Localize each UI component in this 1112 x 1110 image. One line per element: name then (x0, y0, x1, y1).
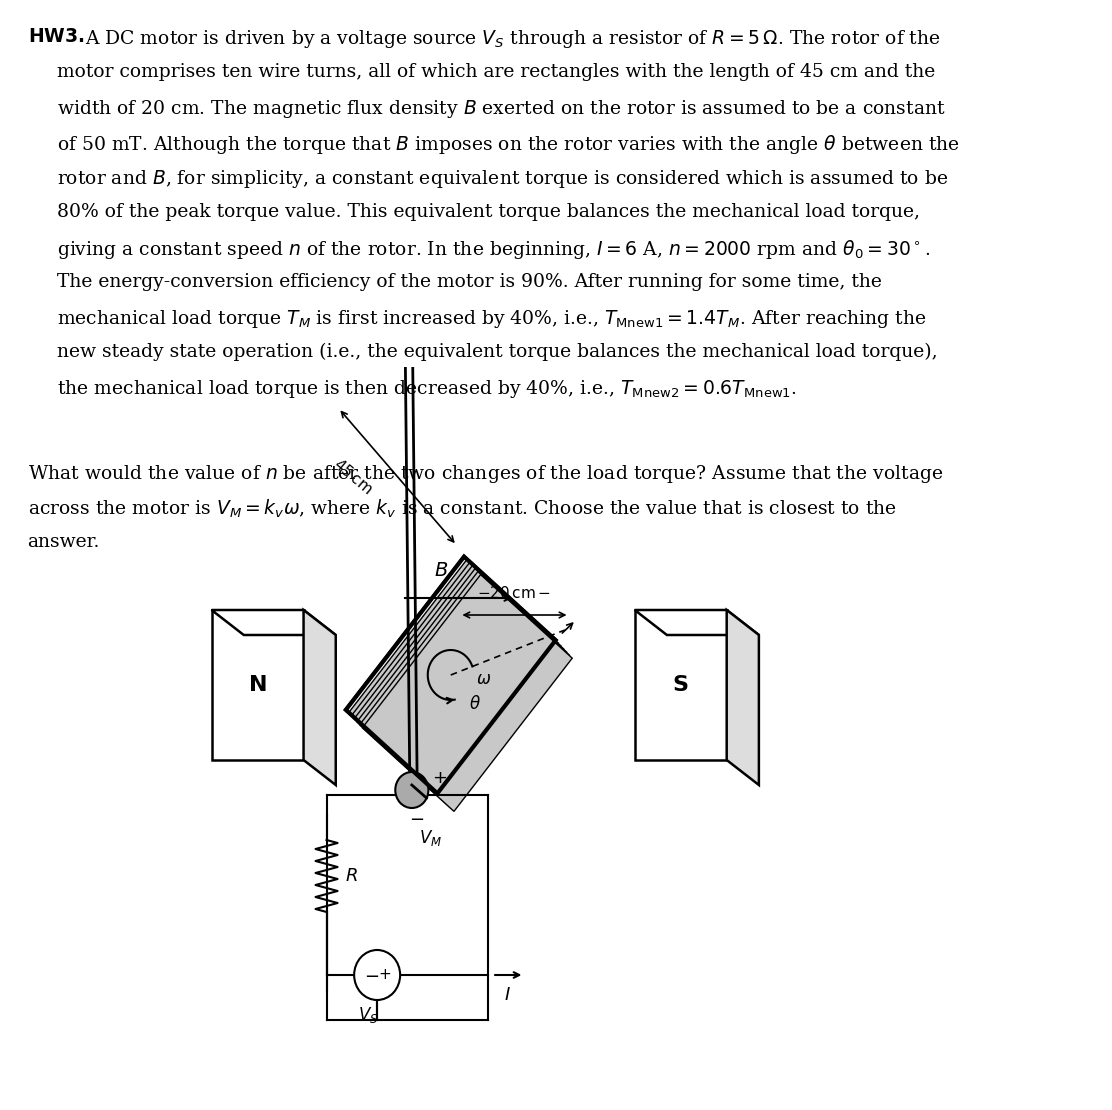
Polygon shape (346, 556, 556, 794)
Text: the mechanical load torque is then decreased by 40%, i.e., $T_\mathrm{Mnew2} = 0: the mechanical load torque is then decre… (57, 379, 797, 400)
Text: rotor and $B$, for simplicity, a constant equivalent torque is considered which : rotor and $B$, for simplicity, a constan… (57, 168, 949, 190)
Polygon shape (348, 559, 558, 796)
Text: $B$: $B$ (435, 562, 448, 581)
Polygon shape (363, 575, 573, 811)
Polygon shape (635, 610, 726, 760)
Text: $R$: $R$ (345, 867, 358, 885)
Text: $I$: $I$ (505, 986, 512, 1005)
Circle shape (395, 771, 428, 808)
Polygon shape (351, 563, 562, 799)
Text: A DC motor is driven by a voltage source $V_S$ through a resistor of $R = 5\,\Om: A DC motor is driven by a voltage source… (85, 28, 941, 50)
Text: giving a constant speed $n$ of the rotor. In the beginning, $I = 6$ A, $n = 2000: giving a constant speed $n$ of the rotor… (57, 238, 931, 261)
Text: $+$: $+$ (378, 968, 391, 982)
Text: 80% of the peak torque value. This equivalent torque balances the mechanical loa: 80% of the peak torque value. This equiv… (57, 203, 920, 221)
Polygon shape (211, 610, 304, 760)
Text: What would the value of $n$ be after the two changes of the load torque? Assume : What would the value of $n$ be after the… (28, 463, 943, 485)
Text: The energy-conversion efficiency of the motor is 90%. After running for some tim: The energy-conversion efficiency of the … (57, 273, 882, 291)
Text: $\mathbf{N}$: $\mathbf{N}$ (248, 674, 267, 696)
Text: $V_M$: $V_M$ (419, 828, 443, 848)
Polygon shape (359, 572, 569, 808)
Text: $-20\,\mathrm{cm}-$: $-20\,\mathrm{cm}-$ (477, 585, 552, 601)
Text: mechanical load torque $T_M$ is first increased by 40%, i.e., $T_\mathrm{Mnew1} : mechanical load torque $T_M$ is first in… (57, 307, 926, 330)
Polygon shape (635, 610, 758, 635)
Text: $\theta$: $\theta$ (469, 695, 481, 713)
Text: motor comprises ten wire turns, all of which are rectangles with the length of 4: motor comprises ten wire turns, all of w… (57, 63, 935, 81)
Text: $45\,\mathrm{cm}$: $45\,\mathrm{cm}$ (330, 456, 376, 497)
Text: $-$: $-$ (409, 809, 424, 827)
Text: $\bf{HW3.}$: $\bf{HW3.}$ (28, 28, 85, 46)
Circle shape (354, 950, 400, 1000)
Text: $+$: $+$ (431, 769, 447, 787)
Text: new steady state operation (i.e., the equivalent torque balances the mechanical : new steady state operation (i.e., the eq… (57, 343, 937, 361)
Text: width of 20 cm. The magnetic flux density $B$ exerted on the rotor is assumed to: width of 20 cm. The magnetic flux densit… (57, 98, 945, 120)
Text: across the motor is $V_M = k_v\omega$, where $k_v$ is a constant. Choose the val: across the motor is $V_M = k_v\omega$, w… (28, 498, 896, 521)
Polygon shape (211, 610, 336, 635)
Text: $-$: $-$ (364, 966, 379, 983)
Text: of 50 mT. Although the torque that $B$ imposes on the rotor varies with the angl: of 50 mT. Although the torque that $B$ i… (57, 133, 960, 157)
Polygon shape (726, 610, 758, 785)
Text: $V_S$: $V_S$ (358, 1005, 378, 1025)
Text: $\omega$: $\omega$ (476, 672, 492, 688)
Polygon shape (354, 566, 564, 803)
Text: answer.: answer. (28, 533, 100, 551)
Polygon shape (304, 610, 336, 785)
Polygon shape (357, 568, 567, 806)
Text: $\mathbf{S}$: $\mathbf{S}$ (673, 674, 689, 696)
